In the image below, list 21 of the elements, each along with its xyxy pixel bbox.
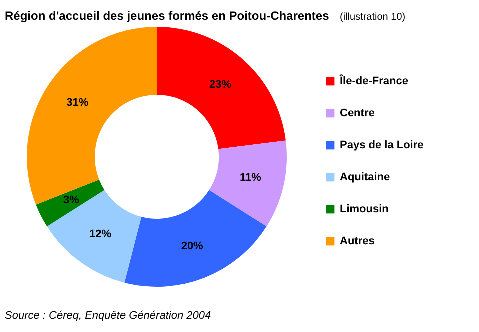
legend-label: Autres	[340, 236, 375, 248]
data-label: 11%	[240, 172, 262, 184]
donut-slice	[124, 190, 267, 287]
data-label: 3%	[64, 194, 80, 207]
donut-slice	[209, 140, 287, 227]
legend-label: Pays de la Loire	[340, 140, 424, 152]
data-label: 20%	[181, 240, 204, 252]
donut-slice	[36, 180, 105, 227]
data-label: 12%	[90, 228, 112, 241]
legend-label: Centre	[340, 108, 375, 120]
data-label: 23%	[209, 78, 232, 91]
chart-subtitle: (illustration 10)	[340, 12, 406, 23]
source-note: Source : Céreq, Enquête Génération 2004	[5, 310, 212, 322]
legend-label: Limousin	[340, 204, 390, 216]
data-label: 31%	[66, 97, 89, 110]
chart-title: Région d'accueil des jeunes formés en Poitou-Charentes	[5, 9, 330, 23]
donut-slice	[47, 190, 142, 283]
legend-label: Aquitaine	[340, 172, 390, 184]
donut-slice	[27, 27, 157, 205]
legend-label: Île-de-France	[339, 74, 408, 88]
donut-slice	[157, 27, 286, 150]
